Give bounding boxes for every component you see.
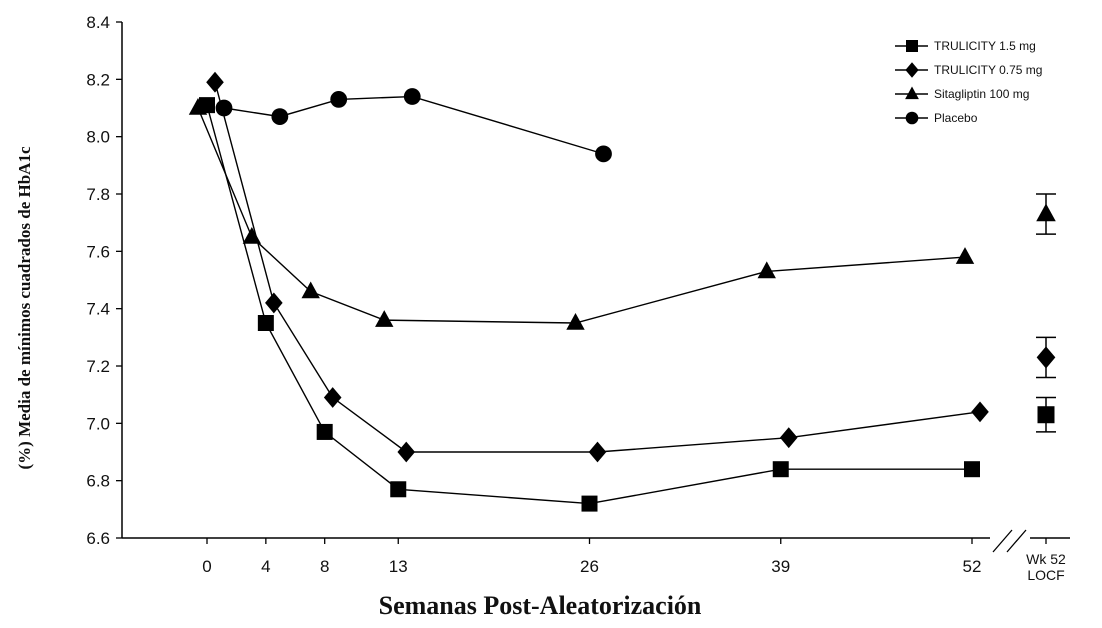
data-point — [955, 247, 975, 264]
legend-label: Placebo — [934, 111, 978, 125]
locf-point — [1036, 203, 1056, 222]
legend-label: TRULICITY 0.75 mg — [934, 63, 1042, 77]
chart-ticks: 6.6 6.8 7.0 7.2 7.4 7.6 7.8 8.0 8.2 8.4 0 4 8 13 26 39 5… — [86, 13, 1066, 583]
data-point — [595, 145, 612, 163]
locf-square — [1036, 396, 1056, 433]
data-point — [316, 423, 333, 440]
series-placebo — [215, 88, 612, 163]
data-point — [403, 88, 421, 105]
x-tick-label: 13 — [389, 557, 408, 576]
data-point — [206, 71, 224, 93]
y-axis-label: (%) Media de mínimos cuadrados de HbA1c — [15, 146, 34, 469]
chart-legend: TRULICITY 1.5 mg TRULICITY 0.75 mg Sitagli… — [895, 39, 1042, 125]
x-tick-label: 39 — [771, 557, 790, 576]
legend-label: Sitagliptin 100 mg — [934, 87, 1029, 101]
series-line — [223, 95, 604, 155]
series-line — [206, 104, 972, 505]
y-tick-label: 7.0 — [86, 414, 110, 433]
axis-break-right — [1006, 529, 1027, 553]
data-point — [772, 461, 789, 478]
legend-marker — [906, 40, 918, 52]
locf-tick-label: Wk 52 — [1026, 551, 1066, 567]
data-point — [566, 313, 585, 330]
data-point — [188, 98, 208, 115]
y-tick-label: 7.6 — [86, 242, 110, 261]
legend-item: TRULICITY 1.5 mg — [895, 39, 1036, 53]
data-point — [215, 99, 233, 117]
y-tick-label: 7.8 — [86, 185, 110, 204]
chart-series — [188, 71, 989, 512]
y-tick-label: 8.4 — [86, 13, 110, 32]
locf-triangle — [1036, 193, 1056, 235]
data-point — [301, 281, 320, 299]
x-tick-label: 0 — [202, 557, 211, 576]
y-tick-label: 8.0 — [86, 128, 110, 147]
data-point — [375, 310, 394, 327]
y-tick-label: 7.2 — [86, 357, 110, 376]
data-point — [779, 427, 798, 449]
locf-points — [1036, 193, 1056, 433]
data-point — [257, 315, 274, 331]
locf-point — [1036, 346, 1056, 369]
data-point — [588, 441, 607, 463]
data-point — [757, 261, 776, 279]
data-point — [242, 227, 262, 244]
data-point — [397, 441, 416, 463]
legend-marker — [905, 62, 919, 78]
chart-axes — [121, 22, 1070, 553]
legend-item: Sitagliptin 100 mg — [895, 86, 1029, 101]
data-point — [964, 461, 980, 478]
y-tick-label: 8.2 — [86, 70, 110, 89]
legend-marker — [905, 111, 919, 125]
x-tick-label: 26 — [580, 557, 599, 576]
data-point — [390, 481, 407, 498]
x-tick-label: 8 — [320, 557, 329, 576]
y-tick-label: 7.4 — [86, 300, 110, 319]
x-tick-label: 52 — [963, 557, 982, 576]
data-point — [323, 387, 342, 408]
locf-point — [1037, 406, 1055, 424]
y-tick-label: 6.8 — [86, 472, 110, 491]
data-point — [330, 91, 348, 108]
x-tick-label: 4 — [261, 557, 270, 576]
y-tick-label: 6.6 — [86, 529, 110, 548]
locf-tick-label: LOCF — [1027, 567, 1064, 583]
series-trulicity-0-75-mg — [206, 71, 989, 463]
data-point — [581, 495, 598, 512]
series-trulicity-1-5-mg — [199, 97, 980, 512]
data-point — [971, 401, 989, 423]
data-point — [265, 292, 283, 314]
locf-diamond — [1036, 336, 1056, 379]
legend-item: TRULICITY 0.75 mg — [895, 62, 1042, 78]
axis-break-left — [992, 529, 1013, 553]
x-axis-label: Semanas Post-Aleatorización — [379, 591, 702, 620]
legend-label: TRULICITY 1.5 mg — [934, 39, 1036, 53]
legend-marker — [905, 86, 919, 100]
series-sitagliptin-100-mg — [188, 98, 975, 330]
legend-item: Placebo — [895, 111, 978, 125]
data-point — [271, 108, 289, 125]
